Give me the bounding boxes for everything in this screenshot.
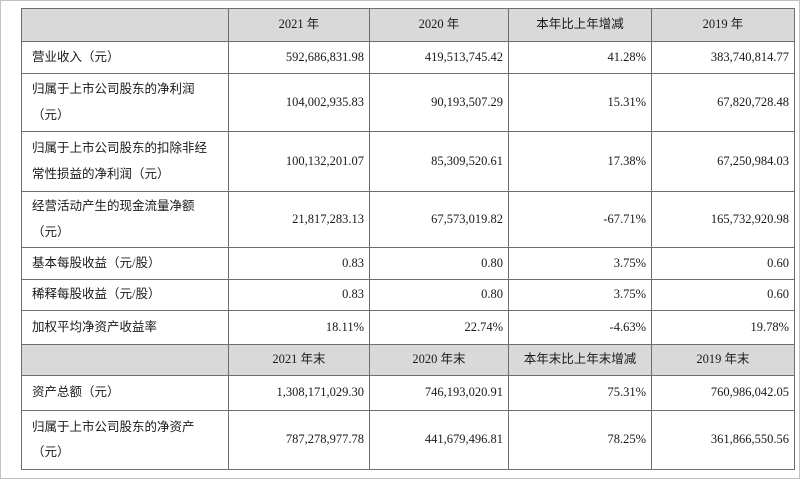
- row-label: 加权平均净资产收益率: [21, 310, 229, 346]
- table-row-weighted-avg-roe: 加权平均净资产收益率 18.11% 22.74% -4.63% 19.78%: [21, 310, 795, 346]
- row-label: 归属于上市公司股东的扣除非经常性损益的净利润（元）: [21, 131, 229, 192]
- table-row-net-profit: 归属于上市公司股东的净利润（元） 104,002,935.83 90,193,5…: [21, 73, 795, 132]
- cell-value: 17.38%: [508, 131, 652, 192]
- cell-value: 361,866,550.56: [651, 410, 795, 471]
- financial-summary-table: 2021 年 2020 年 本年比上年增减 2019 年 营业收入（元） 592…: [21, 8, 795, 471]
- cell-value: 3.75%: [508, 247, 652, 281]
- cell-value: 75.31%: [508, 375, 652, 412]
- header-cell-yoy-change: 本年比上年增减: [508, 8, 652, 42]
- table-row-operating-cash-flow: 经营活动产生的现金流量净额（元） 21,817,283.13 67,573,01…: [21, 190, 795, 249]
- cell-value: 0.80: [369, 247, 509, 281]
- cell-value: 90,193,507.29: [369, 73, 509, 132]
- header-cell-yoy-end-change: 本年末比上年末增减: [508, 344, 652, 377]
- cell-value: 22.74%: [369, 310, 509, 346]
- cell-value: 383,740,814.77: [651, 41, 795, 74]
- row-label: 基本每股收益（元/股）: [21, 247, 229, 281]
- cell-value: 165,732,920.98: [651, 190, 795, 249]
- row-label: 归属于上市公司股东的净资产（元）: [21, 410, 229, 471]
- cell-value: 18.11%: [228, 310, 370, 346]
- header-cell-2021: 2021 年: [228, 8, 370, 42]
- header-row-annual: 2021 年 2020 年 本年比上年增减 2019 年: [21, 8, 795, 42]
- row-label: 稀释每股收益（元/股）: [21, 279, 229, 312]
- cell-value: 0.60: [651, 247, 795, 281]
- header-row-year-end: 2021 年末 2020 年末 本年末比上年末增减 2019 年末: [21, 344, 795, 377]
- cell-value: 0.80: [369, 279, 509, 312]
- table-row-net-assets: 归属于上市公司股东的净资产（元） 787,278,977.78 441,679,…: [21, 410, 795, 471]
- row-label: 归属于上市公司股东的净利润（元）: [21, 73, 229, 132]
- cell-value: 1,308,171,029.30: [228, 375, 370, 412]
- header-cell-2020: 2020 年: [369, 8, 509, 42]
- cell-value: 0.83: [228, 247, 370, 281]
- header-cell-2020-end: 2020 年末: [369, 344, 509, 377]
- header-cell-2019-end: 2019 年末: [651, 344, 795, 377]
- cell-value: 41.28%: [508, 41, 652, 74]
- cell-value: 746,193,020.91: [369, 375, 509, 412]
- cell-value: 592,686,831.98: [228, 41, 370, 74]
- cell-value: 0.83: [228, 279, 370, 312]
- cell-value: 760,986,042.05: [651, 375, 795, 412]
- cell-value: 15.31%: [508, 73, 652, 132]
- cell-value: -67.71%: [508, 190, 652, 249]
- cell-value: -4.63%: [508, 310, 652, 346]
- cell-value: 78.25%: [508, 410, 652, 471]
- cell-value: 21,817,283.13: [228, 190, 370, 249]
- cell-value: 100,132,201.07: [228, 131, 370, 192]
- cell-value: 104,002,935.83: [228, 73, 370, 132]
- cell-value: 67,250,984.03: [651, 131, 795, 192]
- table-row-diluted-eps: 稀释每股收益（元/股） 0.83 0.80 3.75% 0.60: [21, 279, 795, 312]
- cell-value: 3.75%: [508, 279, 652, 312]
- table-row-net-profit-excl-nonrecurring: 归属于上市公司股东的扣除非经常性损益的净利润（元） 100,132,201.07…: [21, 131, 795, 192]
- cell-value: 441,679,496.81: [369, 410, 509, 471]
- row-label: 经营活动产生的现金流量净额（元）: [21, 190, 229, 249]
- cell-value: 85,309,520.61: [369, 131, 509, 192]
- cell-value: 67,820,728.48: [651, 73, 795, 132]
- header-cell-blank: [21, 8, 229, 42]
- cell-value: 19.78%: [651, 310, 795, 346]
- cell-value: 0.60: [651, 279, 795, 312]
- cell-value: 67,573,019.82: [369, 190, 509, 249]
- table-row-basic-eps: 基本每股收益（元/股） 0.83 0.80 3.75% 0.60: [21, 247, 795, 281]
- cell-value: 419,513,745.42: [369, 41, 509, 74]
- row-label: 资产总额（元）: [21, 375, 229, 412]
- header-cell-2021-end: 2021 年末: [228, 344, 370, 377]
- row-label: 营业收入（元）: [21, 41, 229, 74]
- cell-value: 787,278,977.78: [228, 410, 370, 471]
- header-cell-2019: 2019 年: [651, 8, 795, 42]
- header-cell-blank: [21, 344, 229, 377]
- table-row-revenue: 营业收入（元） 592,686,831.98 419,513,745.42 41…: [21, 41, 795, 74]
- table-row-total-assets: 资产总额（元） 1,308,171,029.30 746,193,020.91 …: [21, 375, 795, 412]
